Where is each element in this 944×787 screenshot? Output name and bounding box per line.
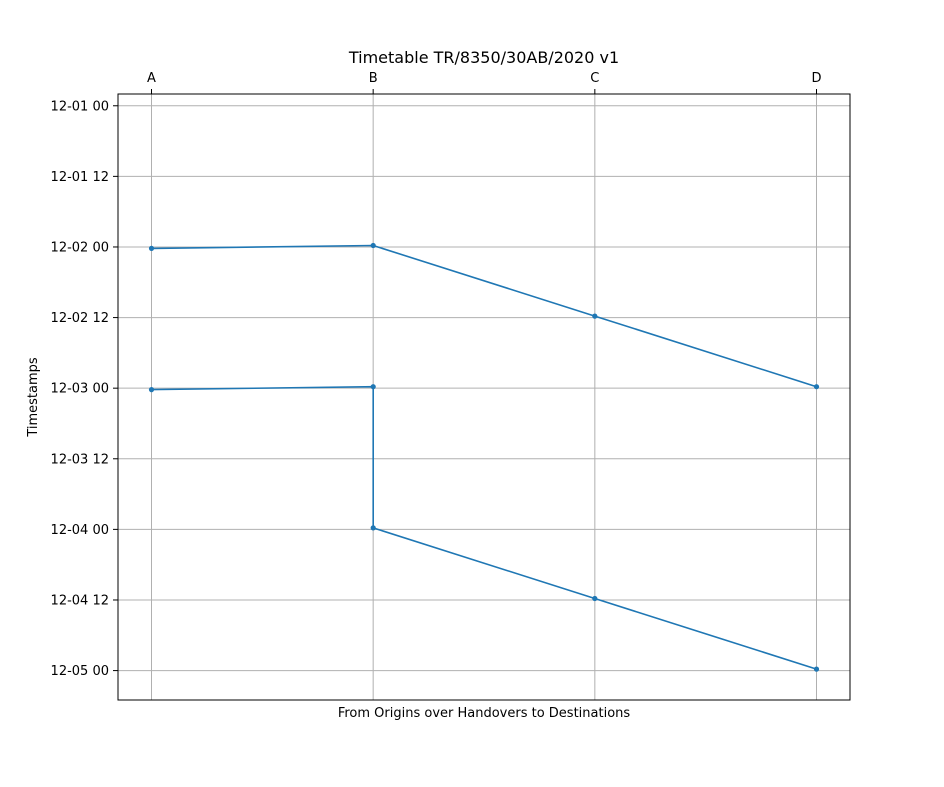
x-tick-label: C	[590, 71, 599, 86]
y-axis-label: Timestamps	[26, 357, 41, 438]
y-tick-label: 12-05 00	[51, 664, 109, 679]
y-tick-label: 12-01 00	[51, 99, 109, 114]
data-point	[813, 384, 820, 390]
data-point	[370, 525, 376, 531]
chart-title: Timetable TR/8350/30AB/2020 v1	[348, 48, 619, 67]
data-point	[592, 595, 598, 602]
x-tick-label: A	[147, 71, 156, 86]
data-point	[813, 666, 820, 672]
y-tick-label: 12-02 12	[51, 311, 109, 326]
x-tick-label: D	[811, 71, 821, 86]
data-point	[370, 384, 376, 390]
plot-frame	[117, 93, 851, 701]
data-point	[370, 242, 376, 249]
y-tick-label: 12-04 00	[51, 523, 109, 538]
tick-layer: A B C D 12-01 00 12-01 12 12-02 00 12-02 12 12-0…	[51, 71, 822, 679]
y-tick-label: 12-03 12	[51, 452, 109, 467]
y-tick-label: 12-03 00	[51, 382, 109, 397]
data-point	[592, 313, 598, 319]
data-point	[148, 387, 155, 393]
y-tick-label: 12-02 00	[51, 240, 109, 255]
series-layer	[148, 242, 820, 672]
series-line-2	[151, 385, 817, 670]
series-line-1	[151, 244, 817, 388]
x-tick-label: B	[369, 71, 378, 86]
grid-lines	[118, 94, 850, 700]
y-tick-label: 12-01 12	[51, 170, 109, 185]
y-tick-label: 12-04 12	[51, 593, 109, 608]
data-point	[148, 245, 155, 251]
x-axis-label: From Origins over Handovers to Destinati…	[338, 706, 631, 721]
